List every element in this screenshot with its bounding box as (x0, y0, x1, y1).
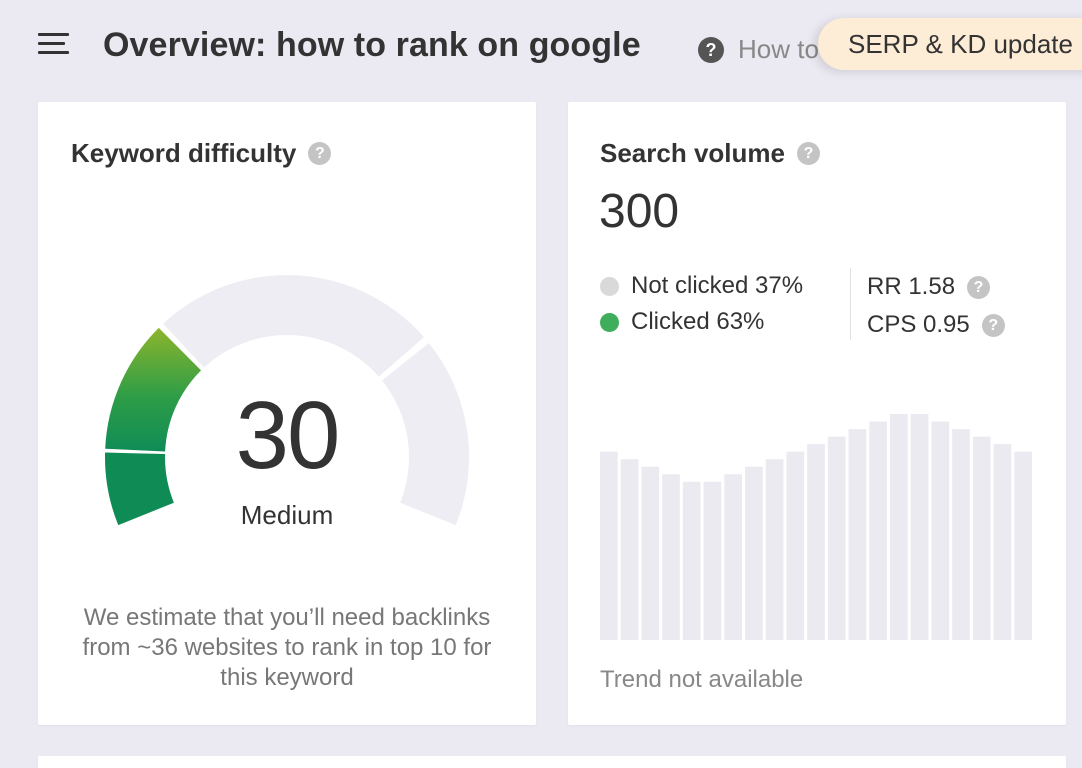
gauge-filled-upper (105, 327, 202, 452)
how-to-link-label: How to (738, 34, 819, 64)
trend-bar (641, 466, 660, 640)
difficulty-score: 30 (235, 382, 341, 489)
difficulty-level: Medium (240, 500, 334, 530)
trend-bar (724, 474, 742, 640)
trend-bar (931, 421, 950, 640)
rr-metric: RR 1.58 ? (867, 268, 1005, 306)
click-metrics: RR 1.58 ? CPS 0.95 ? (867, 268, 1005, 344)
next-card (38, 756, 1066, 768)
search-volume-help-icon[interactable]: ? (796, 142, 820, 165)
search-volume-card: Search volume ? 300 Not clicked 37% Clic… (568, 102, 1066, 725)
rr-help-icon[interactable]: ? (967, 275, 991, 299)
trend-bar (745, 466, 763, 640)
trend-bar (910, 414, 929, 640)
trend-bar (848, 429, 867, 640)
gauge-empty-top (163, 274, 424, 377)
legend-clicked: Clicked 63% (600, 304, 803, 340)
rr-label: RR 1.58 (867, 273, 956, 300)
trend-bar (620, 459, 639, 640)
keyword-difficulty-heading: Keyword difficulty ? (71, 138, 332, 169)
trend-bar (600, 451, 618, 640)
trend-bar (682, 481, 701, 640)
grey-dot-icon (600, 276, 619, 296)
cps-help-icon[interactable]: ? (981, 313, 1005, 337)
trend-bar (869, 421, 887, 640)
question-icon: ? (698, 36, 724, 63)
cps-label: CPS 0.95 (867, 311, 970, 338)
clicked-label: Clicked 63% (631, 308, 765, 335)
trend-chart (600, 414, 1032, 640)
trend-bar (807, 444, 825, 640)
serp-kd-update-badge[interactable]: SERP & KD update (818, 18, 1082, 70)
gauge-empty-right (382, 342, 469, 526)
trend-bar (827, 436, 846, 640)
trend-bar (993, 444, 1012, 640)
difficulty-gauge (105, 274, 469, 526)
keyword-difficulty-help-icon[interactable]: ? (308, 142, 332, 165)
green-dot-icon (600, 312, 619, 332)
search-volume-value: 300 (599, 185, 680, 238)
trend-bar (952, 429, 970, 640)
keyword-difficulty-title: Keyword difficulty (71, 138, 297, 168)
hamburger-menu-icon[interactable] (38, 31, 69, 57)
search-volume-title: Search volume (600, 138, 785, 168)
search-volume-heading: Search volume ? (600, 138, 820, 169)
keyword-difficulty-card: Keyword difficulty ? 30 Medium We estima… (38, 102, 536, 725)
trend-bar (765, 459, 784, 640)
page-title: Overview: how to rank on google (103, 26, 641, 64)
trend-note: Trend not available (600, 666, 804, 693)
gauge-filled-lower (105, 452, 174, 526)
trend-bar (890, 414, 908, 640)
difficulty-description: We estimate that you’ll need backlinks f… (82, 604, 492, 691)
how-to-link[interactable]: ? How to (698, 34, 819, 65)
not-clicked-label: Not clicked 37% (631, 272, 804, 299)
legend-not-clicked: Not clicked 37% (600, 268, 803, 304)
divider (850, 268, 851, 340)
trend-bar (662, 474, 680, 640)
click-legend: Not clicked 37% Clicked 63% (600, 268, 803, 340)
trend-bar (1014, 451, 1032, 640)
trend-bar (703, 481, 722, 640)
cps-metric: CPS 0.95 ? (867, 306, 1005, 344)
trend-bar (972, 436, 991, 640)
trend-bar (786, 451, 805, 640)
